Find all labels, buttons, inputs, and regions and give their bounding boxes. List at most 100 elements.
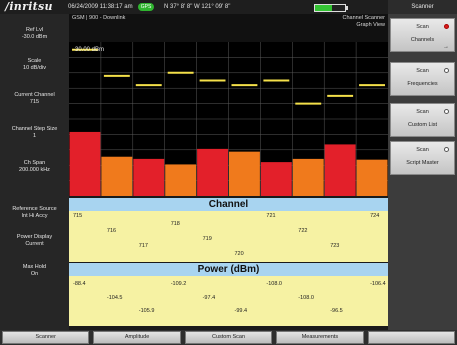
measurement-header: GSM | 900 - Downlink Channel Scanner Gra… [69,14,388,42]
power-cell: -88.4 [73,281,86,287]
bar-channel-719 [197,148,228,196]
view-label: Graph View [356,22,385,28]
bar-channel-716 [101,156,133,196]
softkey-channels[interactable]: Scan Channels → [390,18,455,52]
bar-channel-724 [356,159,388,196]
parameter-value: 200.000 kHz [19,167,50,173]
softkey-panel: Scanner Scan Channels → Scan Frequencies Scan… [388,0,457,330]
parameter-label: Current Channel [14,92,55,98]
channel-cell: 715 [73,213,83,219]
softkey-label-line1: Scan [416,109,429,115]
brand-logo: /inritsu [5,0,53,13]
parameter-label: Channel Step Size [11,126,58,132]
battery-level [315,5,332,11]
radio-indicator-icon [444,147,449,152]
power-cell: -105.9 [138,308,155,314]
softkey-label-line2: Custom List [407,122,438,128]
ref-level-label: -30.00 dBm [73,47,104,53]
bar-channel-721 [260,162,292,196]
softkey-label-line1: Scan [416,147,429,153]
parameter-value: On [30,271,39,277]
bar-channel-718 [165,164,197,196]
bar-channel-722 [292,158,324,196]
radio-indicator-icon [444,24,449,29]
softkey-label-line2: Channels [410,37,435,43]
power-cell: -108.0 [298,294,314,301]
channel-cell: 717 [138,243,148,250]
gps-coordinates: N 37° 8' 8" W 121° 09' 8" [164,4,231,10]
parameter-2: Current Channel 715 [0,92,69,106]
power-table: -88.4 -109.2 -108.0 -106.4 -104.5 -97.4 -108.0… [69,276,388,326]
radio-indicator-icon [444,109,449,114]
parameter-label: Ref Lvl [25,27,44,33]
parameter-value: Current [25,241,44,247]
parameter-value: 10 dB/div [23,65,46,71]
parameter-label: Scale [27,58,42,64]
parameter-value: 715 [29,99,40,105]
softkey-custom-list[interactable]: Scan Custom List [390,103,455,137]
bottom-menu-bar: Scanner Amplitude Custom Scan Measurements [0,330,457,345]
channel-cell: 722 [298,228,308,235]
power-cell: -104.5 [106,294,123,301]
mode-label: Channel Scanner [342,15,385,21]
power-cell: -106.4 [370,281,386,287]
parameter-label: Reference Source [12,206,57,212]
parameter-label: Power Display [16,234,53,240]
parameter-7: Max Hold On [0,264,69,278]
parameter-label: Ch Span [23,160,46,166]
bar-channel-720 [229,151,260,196]
parameter-panel: Ref Lvl -30.0 dBm Scale 10 dB/div Current Ch… [0,14,69,330]
chart-svg: -30.00 dBm [69,42,388,196]
status-bar: /inritsu 06/24/2009 11:38:17 am GPS N 37… [0,0,388,14]
channel-cell: 719 [202,235,212,242]
bottom-key-blank[interactable] [367,331,455,344]
battery-icon [314,4,348,12]
parameter-0: Ref Lvl -30.0 dBm [0,27,69,41]
parameter-value: Int Hi Accy [21,213,48,219]
parameter-4: Ch Span 200.000 kHz [0,160,69,174]
radio-indicator-icon [444,68,449,73]
parameter-label: Max Hold [22,264,47,270]
power-cell: -96.5 [330,308,343,314]
power-cell: -109.2 [170,281,187,287]
bar-channel-717 [133,158,165,196]
gps-badge: GPS [138,3,154,11]
parameter-value: 1 [32,133,37,139]
date-time: 06/24/2009 11:38:17 am [68,4,133,10]
parameter-1: Scale 10 dB/div [0,58,69,72]
band-label: GSM | 900 - Downlink [72,15,126,21]
power-table-header: Power (dBm) [69,263,388,276]
channel-bar-chart: -30.00 dBm [69,42,388,196]
softkey-label-line1: Scan [416,68,429,74]
softkey-label-line2: Script Master [406,160,439,166]
bar-channel-715 [69,131,101,196]
softkey-label-line1: Scan [416,24,429,30]
bar-channel-723 [324,144,356,196]
power-cell: -97.4 [202,294,216,301]
channel-cell: 720 [234,251,244,257]
power-cell: -108.0 [266,281,282,287]
parameter-3: Channel Step Size 1 [0,126,69,140]
channel-table: 715 721 724 718 716 722 719 717 723 720 [69,211,388,262]
bottom-key-scanner[interactable]: Scanner [2,331,90,344]
bottom-key-custom-scan[interactable]: Custom Scan [184,331,273,344]
channel-table-header: Channel [69,198,388,211]
channel-cell: 716 [106,228,117,235]
bottom-key-amplitude[interactable]: Amplitude [93,331,181,344]
power-cell: -99.4 [234,308,248,314]
softkey-frequencies[interactable]: Scan Frequencies [390,62,455,96]
parameter-6: Power Display Current [0,234,69,248]
battery-nub [346,6,348,10]
channel-cell: 721 [266,213,276,219]
bottom-key-measurements[interactable]: Measurements [276,331,364,344]
channel-cell: 718 [170,220,180,227]
channel-cell: 723 [330,243,340,250]
parameter-5: Reference Source Int Hi Accy [0,206,69,220]
arrow-right-icon: → [443,44,449,50]
softkey-label-line2: Frequencies [407,81,438,87]
channel-cell: 724 [370,213,380,219]
softkey-menu-title: Scanner [388,0,457,14]
parameter-value: -30.0 dBm [21,34,48,40]
softkey-script-master[interactable]: Scan Script Master [390,141,455,175]
